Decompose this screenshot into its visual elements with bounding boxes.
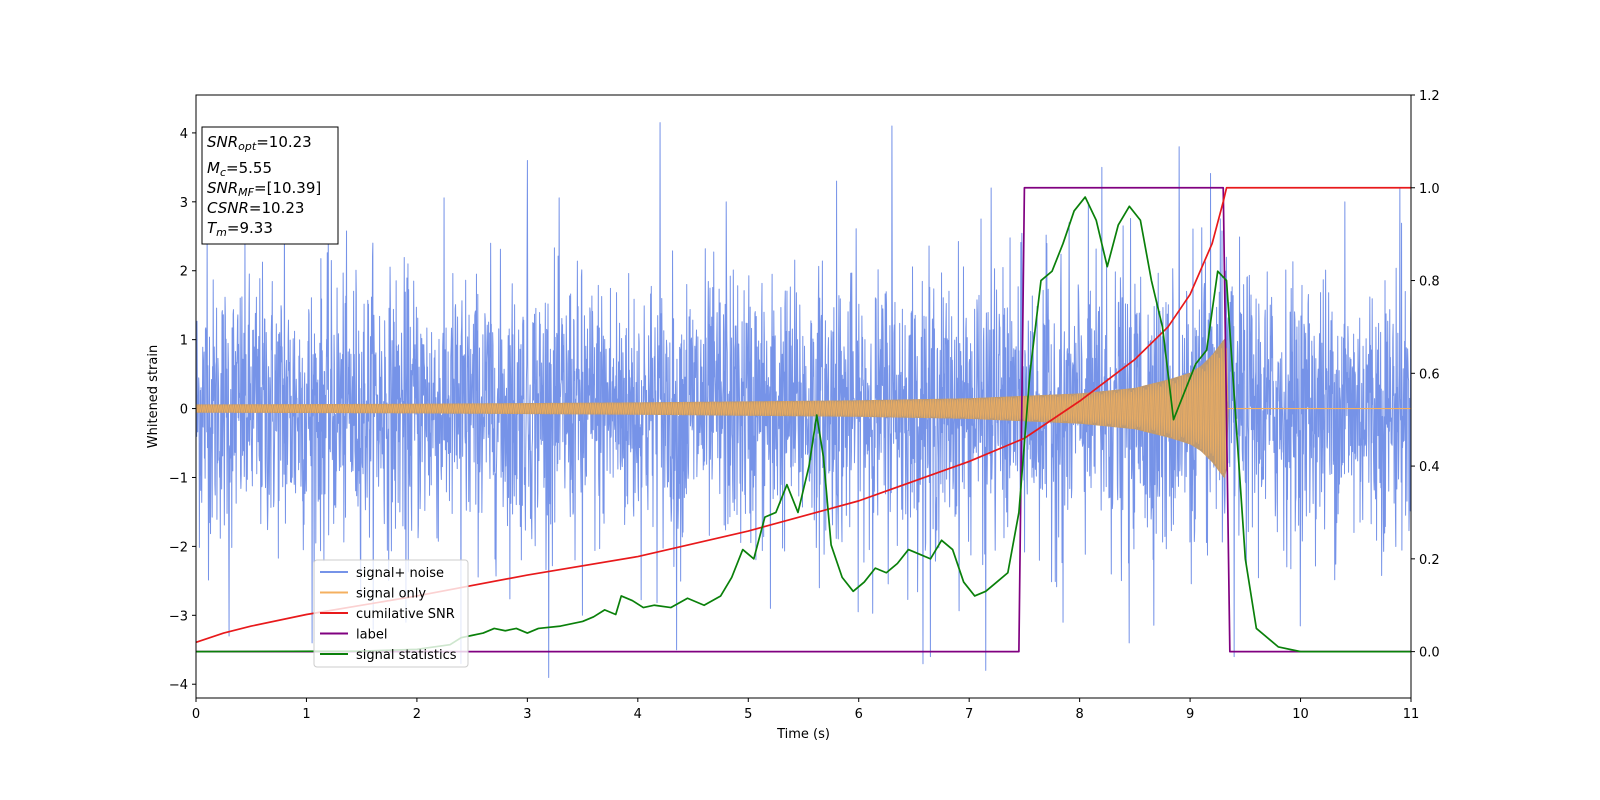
annotation-line: Tm=9.33 (207, 219, 273, 239)
legend-label-label: label (356, 628, 387, 643)
y-tick-label: 4 (180, 127, 188, 142)
x-tick-label: 8 (1075, 707, 1083, 722)
signal-only-envelope (196, 338, 1411, 479)
legend-label-signal-statistics: signal statistics (356, 648, 457, 663)
y-tick-label: 1 (180, 334, 188, 349)
annotation-box (201, 126, 339, 245)
stats-annotation-box: SNRopt=10.23 Mc=5.55SNRMF=[10.39]CSNR=10.… (201, 126, 339, 245)
y2-tick-label: 0.0 (1419, 646, 1440, 661)
y-tick-label: 0 (180, 403, 188, 418)
x-tick-label: 11 (1403, 707, 1420, 722)
y-tick-label: −4 (169, 678, 188, 693)
x-tick-label: 10 (1292, 707, 1309, 722)
x-tick-label: 2 (413, 707, 421, 722)
y-tick-label: 3 (180, 196, 188, 211)
annotation-line: Mc=5.55 (207, 159, 272, 179)
y2-tick-label: 0.4 (1419, 460, 1440, 475)
y-tick-label: −3 (169, 609, 188, 624)
signal-only-line (195, 340, 1228, 474)
y-tick-label: −2 (169, 540, 188, 555)
x-tick-label: 7 (965, 707, 973, 722)
signal-only-series (195, 338, 1411, 479)
x-tick-label: 6 (855, 707, 863, 722)
plot-frame (195, 94, 1412, 699)
annotation-line: SNRopt=10.23 (207, 133, 312, 153)
x-tick-label: 1 (302, 707, 310, 722)
legend-label-cumilative-snr: cumilative SNR (356, 607, 455, 622)
y2-tick-label: 0.2 (1419, 553, 1440, 568)
annotation-line: CSNR=10.23 (207, 199, 304, 217)
y2-tick-label: 0.8 (1419, 275, 1440, 290)
legend: signal+ noise signal only cumilative SNR la… (313, 559, 469, 668)
line-series-layer (195, 186, 1411, 653)
cumilative-snr-line (195, 186, 1411, 644)
x-tick-label: 5 (744, 707, 752, 722)
y-tick-label: −1 (169, 471, 188, 486)
x-axis-ticks: 0 1 2 3 4 5 6 7 8 9 10 11 (192, 698, 1419, 722)
legend-label-signal-noise: signal+ noise (356, 566, 444, 581)
x-tick-label: 3 (523, 707, 531, 722)
x-tick-label: 4 (634, 707, 642, 722)
y-tick-label: 2 (180, 265, 188, 280)
y2-tick-label: 1.2 (1419, 89, 1440, 104)
y2-axis-ticks: 0.0 0.2 0.4 0.6 0.8 1.0 1.2 (1411, 89, 1440, 661)
y2-tick-label: 1.0 (1419, 182, 1440, 197)
legend-label-signal-only: signal only (356, 587, 426, 602)
y-axis-ticks: −4 −3 −2 −1 0 1 2 3 4 (169, 127, 196, 693)
x-tick-label: 0 (192, 707, 200, 722)
y2-tick-label: 0.6 (1419, 367, 1440, 382)
label-line (196, 186, 1411, 653)
legend-box (313, 559, 469, 668)
annotation-line: SNRMF=[10.39] (207, 179, 321, 199)
x-axis-label: Time (s) (776, 727, 830, 742)
x-tick-label: 9 (1186, 707, 1194, 722)
signal-statistics-line (195, 196, 1411, 653)
y-axis-label: Whitened strain (146, 345, 161, 448)
